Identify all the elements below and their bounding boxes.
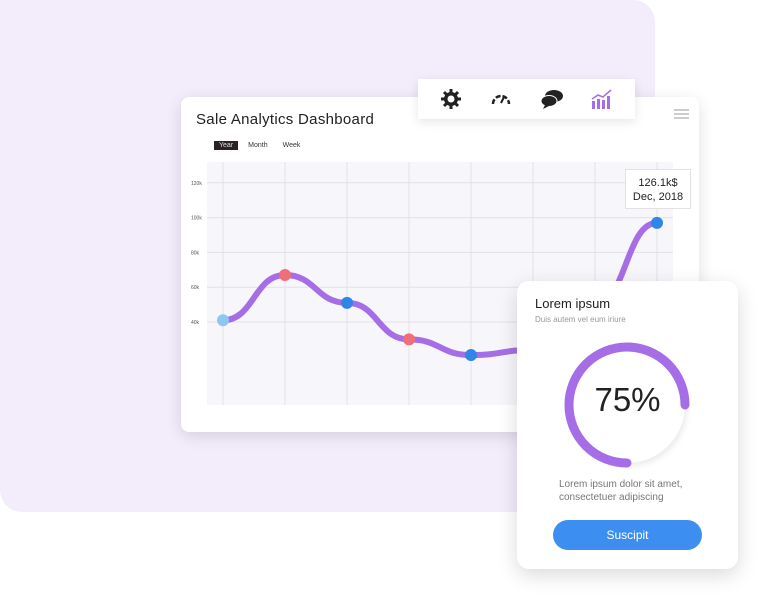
speedometer-icon[interactable]: [489, 87, 513, 111]
filter-year[interactable]: Year: [214, 141, 239, 150]
hamburger-menu-icon[interactable]: [674, 109, 689, 121]
gear-icon[interactable]: [439, 87, 463, 111]
chart-tooltip: 126.1k$ Dec, 2018: [625, 169, 691, 209]
filter-month[interactable]: Month: [248, 142, 268, 149]
description-line: consectetuer adipiscing: [559, 492, 664, 503]
data-point[interactable]: [217, 314, 229, 327]
data-point[interactable]: [279, 269, 291, 282]
card-description: Lorem ipsum dolor sit amet, consectetuer…: [559, 478, 682, 504]
data-point[interactable]: [651, 216, 663, 229]
chat-bubbles-icon[interactable]: [540, 87, 564, 111]
page-title: Sale Analytics Dashboard: [196, 111, 375, 128]
suscipit-button[interactable]: Suscipit: [553, 520, 702, 550]
filter-week[interactable]: Week: [282, 142, 301, 149]
progress-card: Lorem ipsum Duis autem vel eum iriure 75…: [517, 281, 738, 569]
y-tick-label: 100k: [191, 216, 202, 222]
y-tick-label: 40k: [191, 320, 200, 326]
progress-percent: 75%: [594, 381, 661, 418]
tooltip-date: Dec, 2018: [632, 191, 684, 203]
y-tick-label: 120k: [191, 181, 202, 187]
progress-arc: [564, 342, 690, 468]
bar-chart-icon[interactable]: [590, 87, 614, 111]
card-title: Lorem ipsum: [535, 296, 611, 311]
tooltip-value: 126.1k$: [638, 177, 678, 189]
card-subtitle: Duis autem vel eum iriure: [535, 315, 626, 324]
data-point[interactable]: [341, 296, 353, 309]
description-line: Lorem ipsum dolor sit amet,: [559, 479, 683, 490]
data-point[interactable]: [465, 349, 477, 362]
toolbar: [418, 79, 635, 119]
y-tick-label: 80k: [191, 250, 200, 256]
progress-ring: [564, 342, 690, 468]
y-tick-label: 60k: [191, 285, 200, 291]
data-point[interactable]: [403, 333, 415, 346]
period-filter: Year Month Week: [214, 141, 305, 150]
